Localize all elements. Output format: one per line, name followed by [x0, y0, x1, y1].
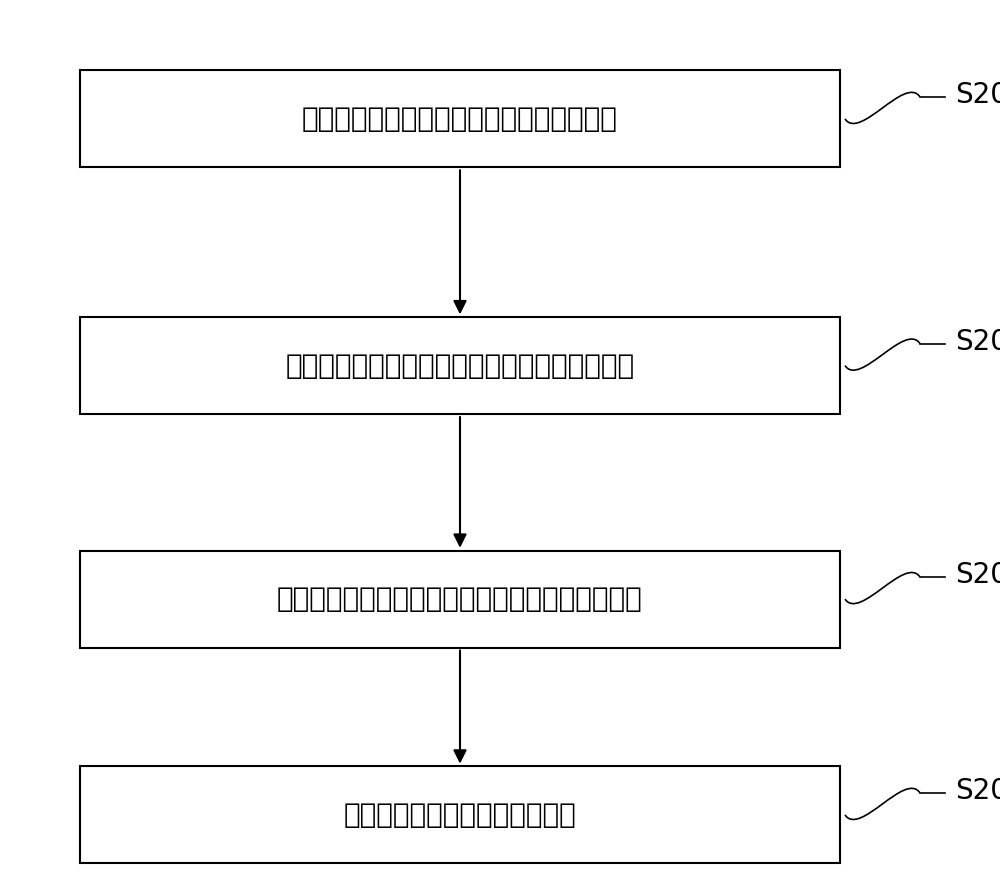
FancyBboxPatch shape	[80, 551, 840, 648]
FancyBboxPatch shape	[80, 766, 840, 863]
Text: 向用户反馈确定的建议进水时间: 向用户反馈确定的建议进水时间	[344, 801, 576, 829]
Text: 根据记录的进水水压和检测时间确定建议进水时间: 根据记录的进水水压和检测时间确定建议进水时间	[277, 585, 643, 613]
Text: 通过水压检测装置检测制冰设备的进水水压: 通过水压检测装置检测制冰设备的进水水压	[302, 105, 618, 133]
Text: S201: S201	[955, 81, 1000, 109]
Text: 记录预设周期内的不同检测时间对应的进水水压: 记录预设周期内的不同检测时间对应的进水水压	[285, 352, 635, 380]
Text: S203: S203	[955, 561, 1000, 589]
Text: S204: S204	[955, 777, 1000, 805]
FancyBboxPatch shape	[80, 317, 840, 414]
FancyBboxPatch shape	[80, 70, 840, 167]
Text: S202: S202	[955, 328, 1000, 356]
